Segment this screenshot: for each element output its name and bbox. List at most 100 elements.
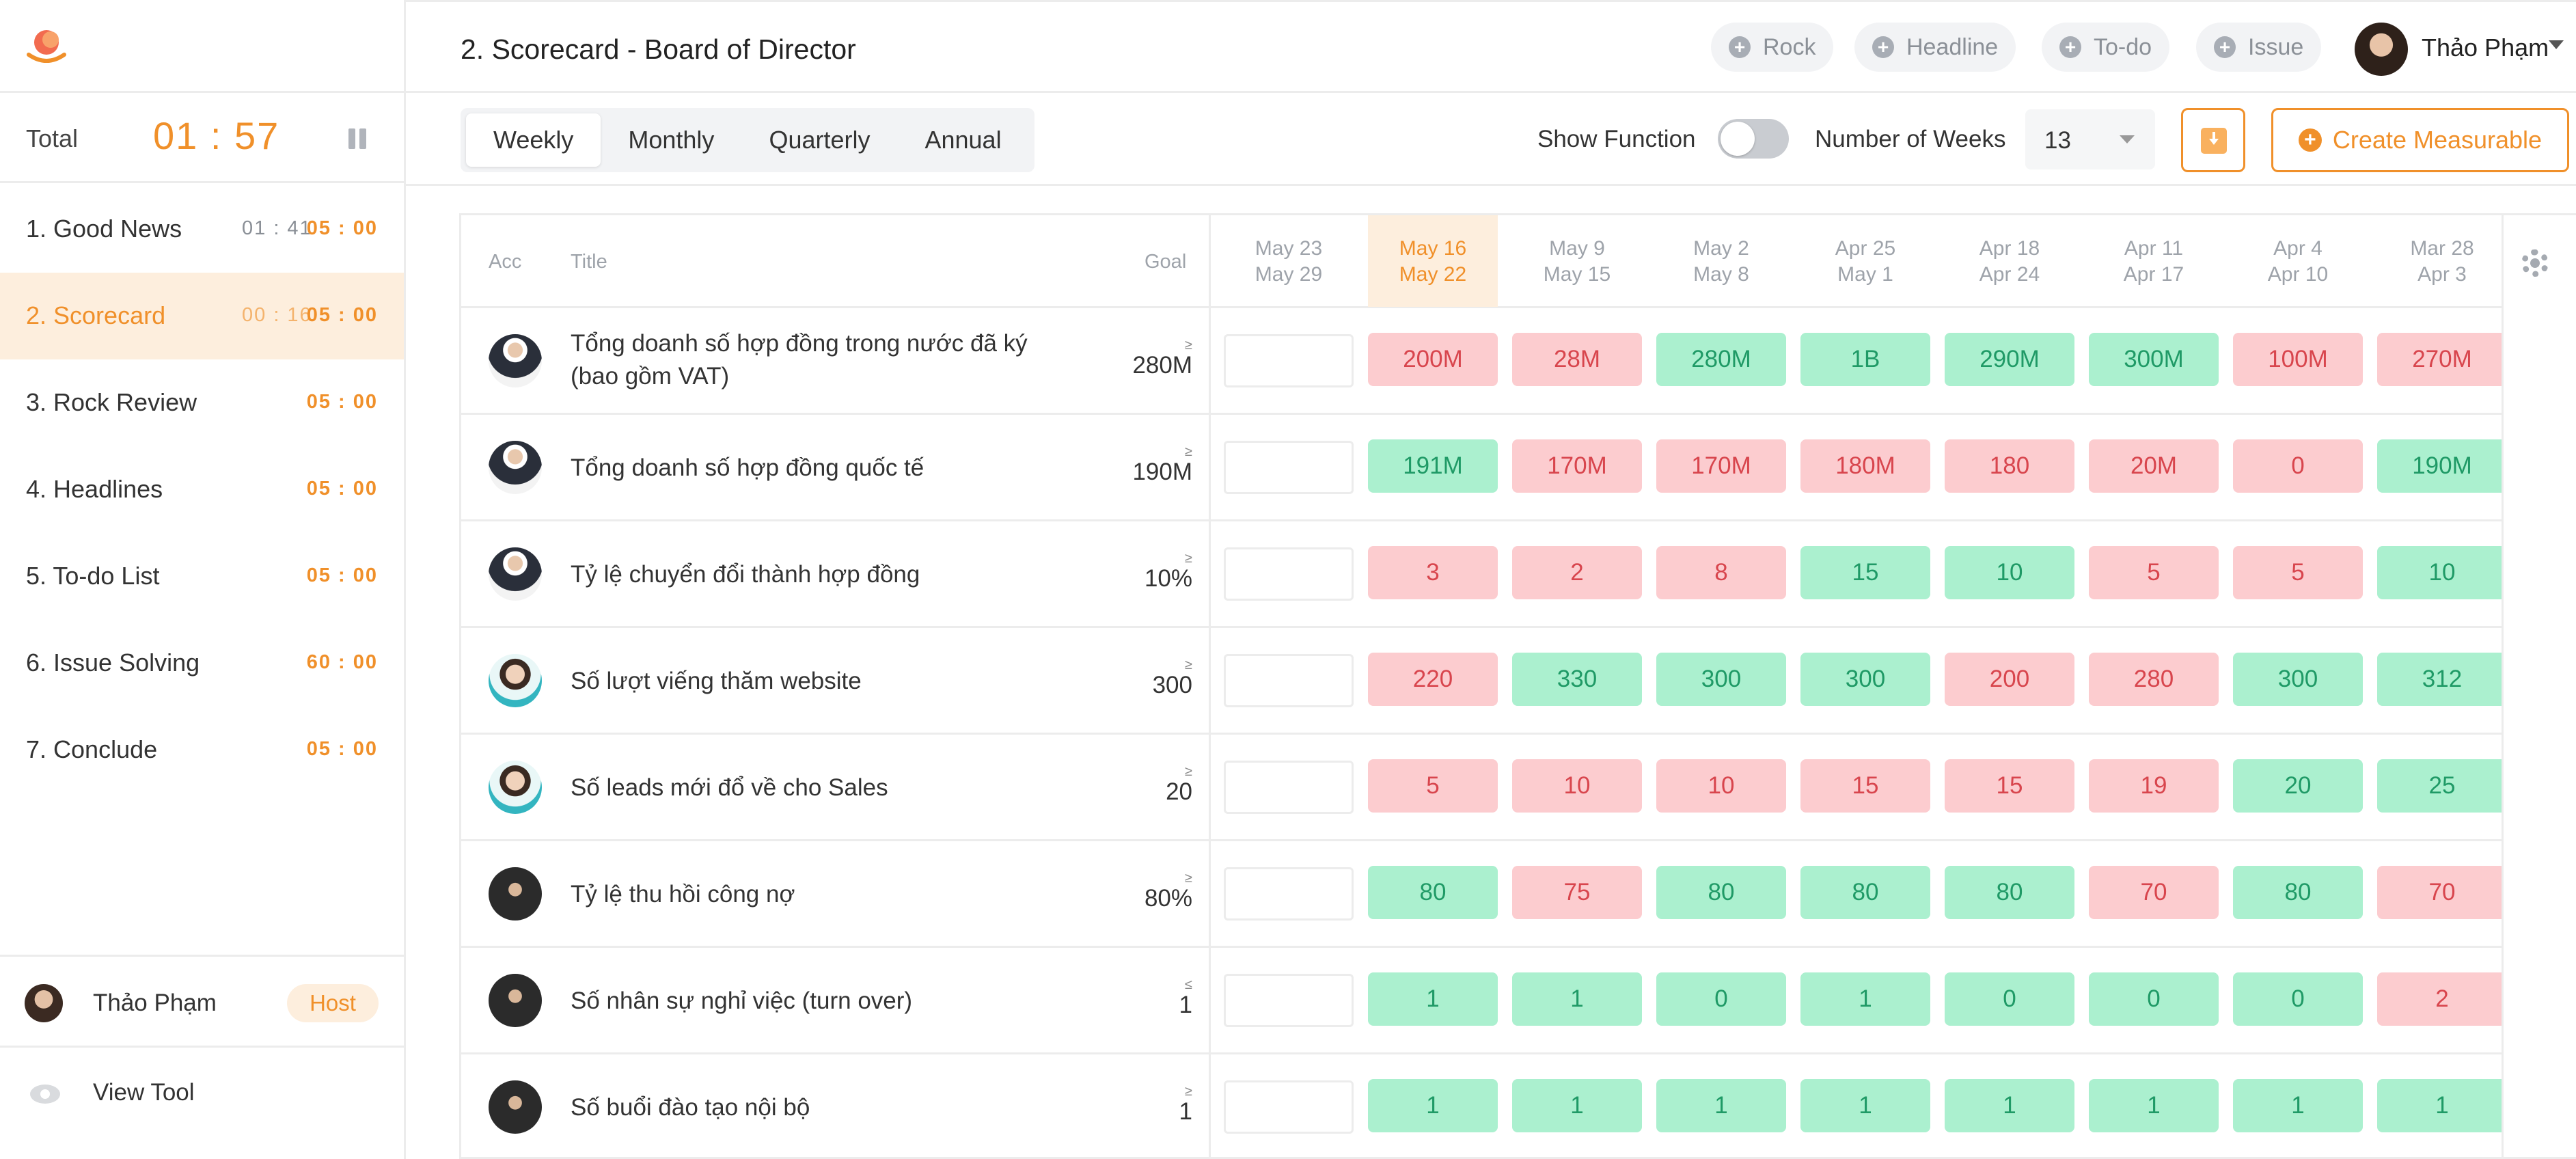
table-row[interactable]: Tổng doanh số hợp đồng quốc tế ≥190M 191M 1…: [461, 415, 2576, 521]
score-cell[interactable]: 10: [2377, 546, 2507, 599]
score-cell[interactable]: 300: [1656, 653, 1786, 706]
score-cell[interactable]: 1: [2377, 1079, 2507, 1132]
agenda-item[interactable]: 4. Headlines 05 : 00: [0, 446, 404, 533]
score-cell[interactable]: 1: [1800, 1079, 1930, 1132]
score-cell[interactable]: 190M: [2377, 439, 2507, 493]
score-cell[interactable]: 5: [2089, 546, 2219, 599]
measurable-title[interactable]: Tổng doanh số hợp đồng trong nước đã ký …: [571, 330, 1028, 390]
score-input[interactable]: [1224, 334, 1354, 387]
score-cell[interactable]: 80: [1945, 866, 2074, 919]
measurable-title[interactable]: Tỷ lệ thu hồi công nợ: [571, 881, 795, 908]
agenda-item[interactable]: 5. To-do List 05 : 00: [0, 533, 404, 620]
table-row[interactable]: Tổng doanh số hợp đồng trong nước đã ký …: [461, 308, 2576, 415]
score-cell[interactable]: 2: [1512, 546, 1642, 599]
weeks-select[interactable]: 13: [2025, 109, 2155, 169]
score-input[interactable]: [1224, 1080, 1354, 1134]
score-cell[interactable]: 330: [1512, 653, 1642, 706]
view-tool-button[interactable]: View Tool: [0, 1048, 404, 1141]
score-input[interactable]: [1224, 441, 1354, 494]
score-cell[interactable]: 312: [2377, 653, 2507, 706]
score-cell[interactable]: 1: [1512, 1079, 1642, 1132]
measurable-title[interactable]: Số buổi đào tạo nội bộ: [571, 1094, 810, 1121]
add-rock-button[interactable]: + Rock: [1711, 23, 1834, 72]
score-cell[interactable]: 5: [2233, 546, 2363, 599]
agenda-item[interactable]: 7. Conclude 05 : 00: [0, 707, 404, 793]
score-cell[interactable]: 220: [1368, 653, 1498, 706]
score-cell[interactable]: 300: [1800, 653, 1930, 706]
score-cell[interactable]: 75: [1512, 866, 1642, 919]
score-cell[interactable]: 80: [1800, 866, 1930, 919]
measurable-title[interactable]: Tỷ lệ chuyển đổi thành hợp đồng: [571, 561, 920, 588]
score-cell[interactable]: 8: [1656, 546, 1786, 599]
score-cell[interactable]: 1: [1368, 1079, 1498, 1132]
download-button[interactable]: [2181, 108, 2245, 172]
score-input[interactable]: [1224, 974, 1354, 1027]
score-cell[interactable]: 1B: [1800, 333, 1930, 386]
tab-quarterly[interactable]: Quarterly: [769, 126, 871, 154]
agenda-item[interactable]: 6. Issue Solving 60 : 00: [0, 620, 404, 707]
score-cell[interactable]: 0: [2233, 439, 2363, 493]
score-cell[interactable]: 80: [1656, 866, 1786, 919]
score-cell[interactable]: 280: [2089, 653, 2219, 706]
table-row[interactable]: Tỷ lệ chuyển đổi thành hợp đồng ≥10% 3 2 8 15…: [461, 521, 2576, 628]
score-cell[interactable]: 1: [2233, 1079, 2363, 1132]
score-cell[interactable]: 200: [1945, 653, 2074, 706]
measurable-title[interactable]: Số nhân sự nghỉ việc (turn over): [571, 987, 913, 1014]
score-cell[interactable]: 70: [2377, 866, 2507, 919]
score-cell[interactable]: 28M: [1512, 333, 1642, 386]
measurable-title[interactable]: Tổng doanh số hợp đồng quốc tế: [571, 454, 924, 481]
score-cell[interactable]: 270M: [2377, 333, 2507, 386]
score-cell[interactable]: 100M: [2233, 333, 2363, 386]
score-input[interactable]: [1224, 654, 1354, 707]
score-cell[interactable]: 1: [1368, 972, 1498, 1026]
pause-icon[interactable]: [348, 128, 368, 149]
gear-icon[interactable]: [2521, 249, 2549, 277]
score-cell[interactable]: 70: [2089, 866, 2219, 919]
score-cell[interactable]: 3: [1368, 546, 1498, 599]
agenda-item[interactable]: 1. Good News 01 : 41 05 : 00: [0, 186, 404, 273]
score-cell[interactable]: 25: [2377, 759, 2507, 813]
user-name[interactable]: Thảo Phạm: [2422, 33, 2549, 62]
score-cell[interactable]: 15: [1945, 759, 2074, 813]
score-cell[interactable]: 1: [1800, 972, 1930, 1026]
chevron-down-icon[interactable]: [2549, 40, 2564, 49]
table-row[interactable]: Số lượt viếng thăm website ≥300 220 330 300 3…: [461, 628, 2576, 735]
add-todo-button[interactable]: + To-do: [2042, 23, 2170, 72]
score-cell[interactable]: 1: [1656, 1079, 1786, 1132]
score-cell[interactable]: 20M: [2089, 439, 2219, 493]
score-cell[interactable]: 170M: [1512, 439, 1642, 493]
score-cell[interactable]: 180: [1945, 439, 2074, 493]
add-issue-button[interactable]: + Issue: [2196, 23, 2322, 72]
score-cell[interactable]: 170M: [1656, 439, 1786, 493]
agenda-item[interactable]: 3. Rock Review 05 : 00: [0, 359, 404, 446]
score-cell[interactable]: 1: [1945, 1079, 2074, 1132]
score-cell[interactable]: 200M: [1368, 333, 1498, 386]
table-row[interactable]: Số leads mới đổ về cho Sales ≥20 5 10 10 15 15…: [461, 735, 2576, 841]
score-input[interactable]: [1224, 761, 1354, 814]
score-cell[interactable]: 180M: [1800, 439, 1930, 493]
table-row[interactable]: Số nhân sự nghỉ việc (turn over) ≤1 1 1 0 1 0 0…: [461, 948, 2576, 1054]
score-cell[interactable]: 1: [1512, 972, 1642, 1026]
tab-monthly[interactable]: Monthly: [628, 126, 715, 154]
show-function-toggle[interactable]: [1718, 119, 1789, 159]
score-cell[interactable]: 280M: [1656, 333, 1786, 386]
score-cell[interactable]: 80: [1368, 866, 1498, 919]
score-cell[interactable]: 0: [2233, 972, 2363, 1026]
score-cell[interactable]: 10: [1656, 759, 1786, 813]
add-headline-button[interactable]: + Headline: [1854, 23, 2016, 72]
score-cell[interactable]: 300M: [2089, 333, 2219, 386]
create-measurable-button[interactable]: + Create Measurable: [2271, 108, 2569, 172]
measurable-title[interactable]: Số leads mới đổ về cho Sales: [571, 774, 888, 801]
score-input[interactable]: [1224, 547, 1354, 601]
score-cell[interactable]: 0: [1656, 972, 1786, 1026]
tab-annual[interactable]: Annual: [924, 126, 1002, 154]
tab-weekly[interactable]: Weekly: [466, 113, 601, 167]
score-cell[interactable]: 0: [2089, 972, 2219, 1026]
score-cell[interactable]: 191M: [1368, 439, 1498, 493]
score-cell[interactable]: 10: [1945, 546, 2074, 599]
agenda-item[interactable]: 2. Scorecard 00 : 16 05 : 00: [0, 273, 404, 359]
score-cell[interactable]: 2: [2377, 972, 2507, 1026]
score-cell[interactable]: 0: [1945, 972, 2074, 1026]
score-input[interactable]: [1224, 867, 1354, 921]
score-cell[interactable]: 290M: [1945, 333, 2074, 386]
